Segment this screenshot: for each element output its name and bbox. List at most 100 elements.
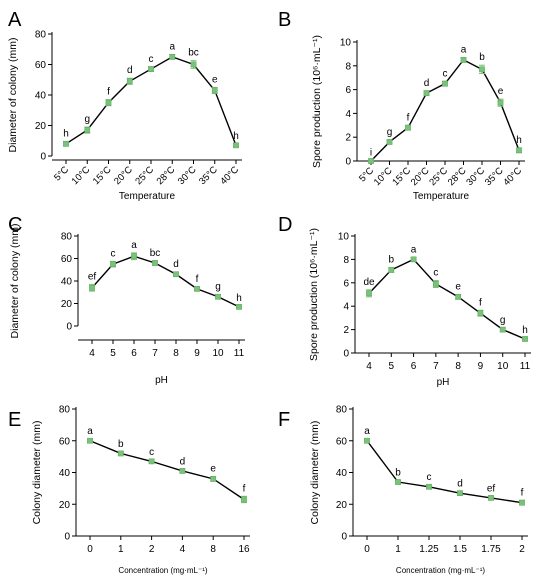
data-point — [410, 256, 417, 263]
panel-a: A 0 20 40 60 80 5°C10°C15°C20°C25°C28°C30°C35°… — [7, 9, 242, 202]
significance-letter: e — [498, 86, 504, 97]
data-point — [516, 147, 522, 154]
x-tick-label: 4 — [366, 361, 372, 372]
series-line — [89, 440, 245, 501]
x-tick-label: 5°C — [52, 164, 71, 183]
significance-letter: c — [433, 267, 438, 278]
data-point — [148, 66, 154, 72]
data-point — [388, 267, 395, 273]
significance-letter: f — [407, 112, 410, 123]
significance-letter: h — [233, 131, 239, 142]
y-tick-label: 40 — [61, 277, 73, 288]
y-tick-label: 10 — [340, 38, 352, 49]
y-tick-label: 20 — [61, 299, 73, 310]
y-axis-label: Diameter of colony (mm) — [7, 38, 19, 153]
x-axis-label: Temperature — [119, 191, 176, 202]
data-point — [152, 260, 158, 266]
data-point — [499, 326, 506, 333]
x-tick-label: 35°C — [197, 164, 220, 187]
x-tick-label: 40°C — [218, 164, 241, 187]
x-tick-label: 35°C — [483, 165, 506, 188]
x-tick-label: 25°C — [133, 164, 156, 187]
x-tick-label: 28°C — [155, 164, 178, 187]
data-point — [426, 483, 432, 490]
significance-letter: g — [500, 315, 506, 326]
x-tick-label: 15°C — [390, 165, 413, 188]
data-point — [364, 437, 370, 444]
significance-letter: a — [131, 240, 137, 251]
panel-letter: E — [8, 409, 21, 431]
significance-letter: g — [84, 114, 90, 125]
x-tick-label: 2 — [149, 544, 155, 555]
y-tick-label: 4 — [345, 109, 351, 120]
data-point — [366, 290, 372, 297]
panel-c: C 0 20 40 60 80 4 5 6 7 8 9 10 11 pH Diameter of colony… — [8, 214, 245, 386]
x-tick-label: 9 — [478, 361, 484, 372]
x-tick-label: 40°C — [501, 165, 524, 188]
data-point — [89, 284, 95, 291]
panel-b: B02468105°C10°C15°C20°C25°C28°C30°C35°C4… — [278, 9, 525, 202]
data-point — [105, 99, 112, 106]
data-point — [460, 57, 467, 63]
y-tick-label: 0 — [341, 532, 347, 543]
x-axis-label: Concentration (mg·mL⁻¹) — [118, 566, 207, 575]
data-point — [423, 90, 430, 97]
significance-letter: a — [461, 44, 467, 55]
data-point — [386, 139, 393, 145]
y-axis-label: Spore production (10⁶·mL⁻¹) — [311, 35, 323, 168]
y-tick-label: 0 — [40, 152, 46, 163]
x-tick-label: 30°C — [464, 165, 487, 188]
x-axis-label: Concentration (mg·mL⁻¹) — [396, 566, 485, 575]
significance-letter: de — [363, 277, 375, 288]
data-point — [179, 468, 186, 474]
data-point — [519, 499, 525, 506]
data-point — [194, 286, 200, 292]
x-tick-label: 11 — [520, 361, 531, 372]
y-tick-label: 8 — [343, 255, 349, 266]
significance-letter: ef — [487, 483, 496, 494]
y-tick-label: 6 — [343, 278, 349, 289]
y-tick-label: 2 — [345, 133, 351, 144]
x-tick-label: 6 — [131, 348, 137, 359]
significance-letter: f — [243, 483, 246, 494]
significance-letter: g — [387, 127, 393, 138]
significance-letter: d — [180, 456, 186, 467]
x-tick-label: 10°C — [70, 164, 93, 187]
data-point — [211, 87, 218, 94]
significance-letter: a — [87, 426, 93, 437]
x-tick-label: 30°C — [176, 164, 199, 187]
data-point — [395, 479, 401, 485]
series-line — [368, 258, 526, 340]
x-tick-label: 8 — [210, 544, 216, 555]
y-tick-label: 8 — [345, 61, 351, 72]
y-tick-label: 0 — [343, 349, 349, 360]
significance-letter: h — [522, 325, 528, 336]
significance-letter: h — [236, 293, 242, 304]
significance-letter: h — [516, 135, 522, 146]
significance-letter: c — [443, 68, 448, 79]
significance-letter: bc — [150, 248, 161, 259]
x-tick-label: 20°C — [409, 165, 432, 188]
y-tick-label: 20 — [59, 500, 71, 511]
panel-letter: F — [278, 409, 290, 431]
significance-letter: f — [479, 297, 482, 308]
y-tick-label: 0 — [66, 322, 72, 333]
significance-letter: d — [424, 78, 430, 89]
significance-letter: b — [479, 52, 485, 63]
data-point — [87, 437, 93, 444]
y-axis-label: Diameter of colony (mm) — [9, 224, 21, 339]
y-tick-label: 6 — [345, 85, 351, 96]
significance-letter: d — [457, 479, 463, 490]
x-tick-label: 1.25 — [419, 544, 439, 555]
significance-letter: b — [389, 255, 395, 266]
data-point — [148, 458, 155, 465]
data-point — [110, 261, 116, 267]
x-tick-label: 20°C — [112, 164, 135, 187]
significance-letter: h — [63, 129, 69, 140]
x-tick-label: 25°C — [427, 165, 450, 188]
x-tick-label: 4 — [89, 348, 95, 359]
significance-letter: c — [427, 472, 432, 483]
data-point — [241, 496, 247, 503]
significance-letter: f — [521, 487, 524, 498]
